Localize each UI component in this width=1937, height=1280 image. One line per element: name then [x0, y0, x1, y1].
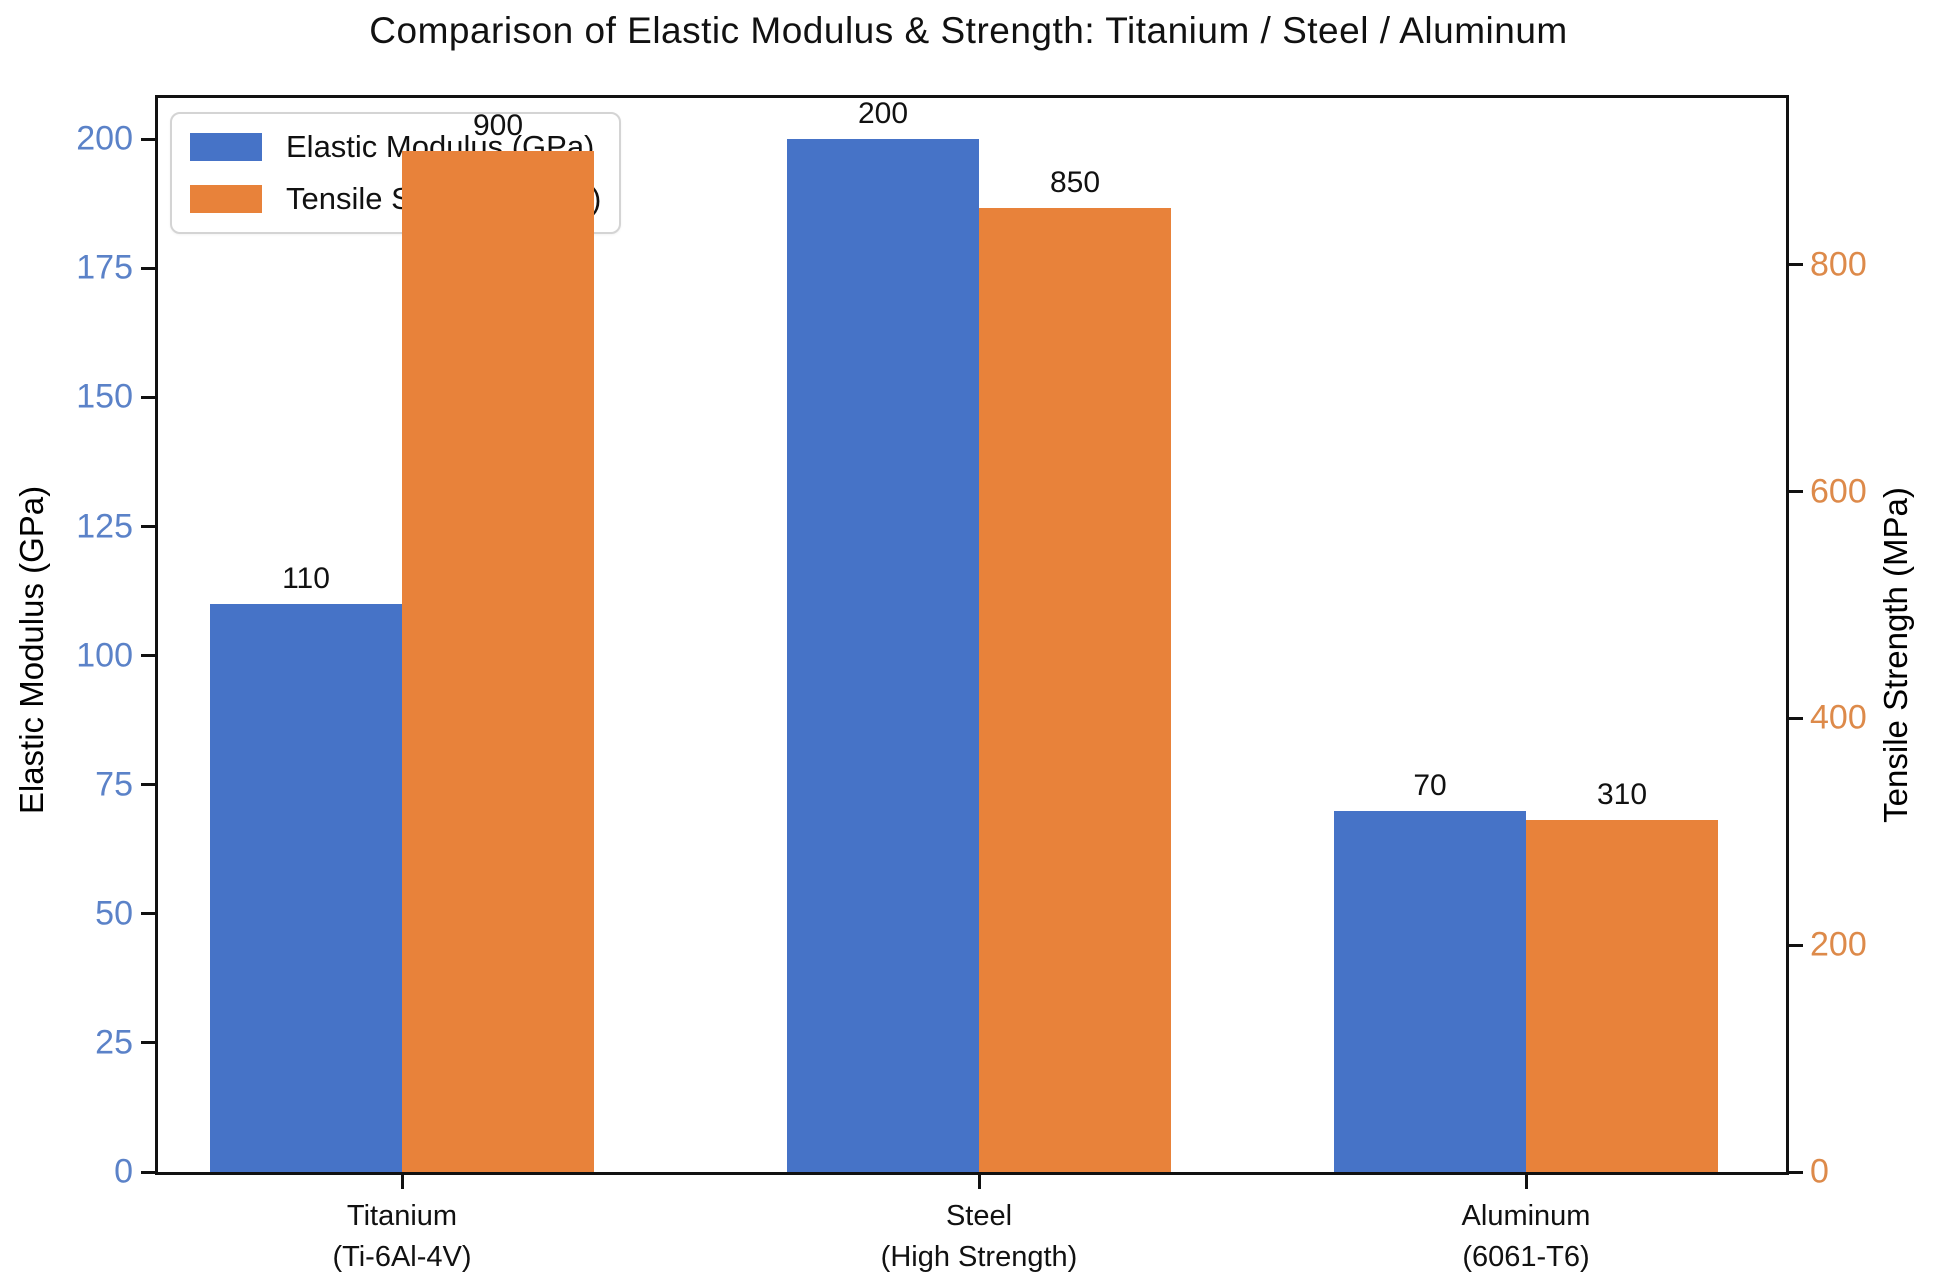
left-tick-mark: [141, 654, 155, 658]
left-tick-label: 50: [95, 894, 133, 933]
left-tick-mark: [141, 1170, 155, 1174]
chart-title: Comparison of Elastic Modulus & Strength…: [369, 10, 1568, 51]
x-tick-mark: [1524, 1175, 1528, 1189]
right-tick-mark: [1789, 1170, 1803, 1174]
category-label: Steel (High Strength): [881, 1196, 1078, 1277]
right-tick-label: 600: [1810, 472, 1867, 511]
right-tick-label: 400: [1810, 698, 1867, 737]
left-axis-title: Elastic Modulus (GPa): [13, 485, 50, 815]
left-tick-label: 100: [76, 636, 133, 675]
left-tick-label: 75: [95, 765, 133, 804]
category-label: Titanium (Ti-6Al-4V): [332, 1196, 471, 1277]
category-name: Steel: [945, 1200, 1013, 1232]
bar-value-label: 310: [1596, 778, 1648, 812]
bar-elastic-modulus: [210, 604, 402, 1172]
bar-value-label: 850: [1049, 166, 1101, 199]
left-tick-mark: [141, 1041, 155, 1045]
left-tick-mark: [141, 783, 155, 787]
category-name: Titanium: [346, 1200, 458, 1232]
bars-layer: 110 200 70 900 850 310: [158, 97, 1786, 1172]
bar-value-label: 110: [282, 562, 330, 596]
bar-value-label: 70: [1413, 768, 1447, 802]
right-tick-mark: [1789, 943, 1803, 947]
bar-elastic-modulus: [1334, 810, 1526, 1172]
right-tick-label: 0: [1810, 1152, 1829, 1191]
left-tick-label: 200: [76, 119, 133, 158]
category-label: Aluminum (6061-T6): [1462, 1196, 1591, 1277]
category-subtitle: (Ti-6Al-4V): [332, 1240, 472, 1273]
bar-tensile-strength: [402, 151, 594, 1172]
x-tick-mark: [400, 1175, 404, 1189]
right-tick-mark: [1789, 490, 1803, 494]
bar-value-label: 900: [472, 109, 524, 143]
right-tick-mark: [1789, 263, 1803, 267]
category-subtitle: (6061-T6): [1462, 1240, 1590, 1273]
left-tick-mark: [141, 137, 155, 141]
left-tick-label: 150: [76, 377, 133, 416]
legend-swatch-blue: [190, 133, 262, 161]
left-tick-label: 175: [76, 248, 133, 287]
right-tick-label: 800: [1810, 245, 1867, 284]
category-subtitle: (High Strength): [880, 1240, 1078, 1273]
left-tick-mark: [141, 395, 155, 399]
category-name: Aluminum: [1461, 1200, 1591, 1232]
plot-area: Elastic Modulus (GPa) Tensile Strength (…: [155, 95, 1789, 1175]
right-axis-title: Tensile Strength (MPa): [1877, 487, 1914, 823]
bar-elastic-modulus: [787, 139, 979, 1172]
bar-tensile-strength: [979, 208, 1171, 1172]
right-tick-mark: [1789, 716, 1803, 720]
legend-swatch-orange: [190, 185, 262, 213]
left-tick-mark: [141, 266, 155, 270]
left-tick-mark: [141, 525, 155, 529]
left-tick-label: 25: [95, 1023, 133, 1062]
left-tick-mark: [141, 912, 155, 916]
bar-value-label: 200: [857, 97, 909, 131]
left-tick-label: 125: [76, 507, 133, 546]
left-tick-label: 0: [114, 1152, 133, 1191]
right-tick-label: 200: [1810, 925, 1867, 964]
bar-tensile-strength: [1526, 820, 1718, 1172]
x-tick-mark: [977, 1175, 981, 1189]
